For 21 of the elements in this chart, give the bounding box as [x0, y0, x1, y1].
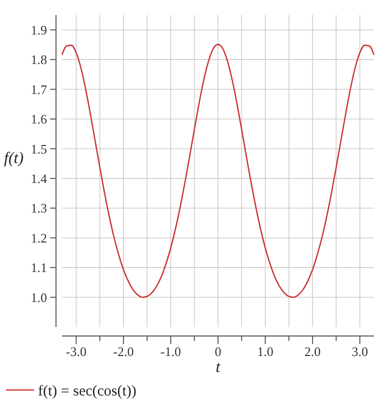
x-axis-title: t	[216, 359, 221, 376]
x-tick-label: -1.0	[160, 344, 182, 359]
y-tick-label: 1.2	[30, 230, 47, 246]
y-tick-label: 1.9	[30, 22, 47, 38]
x-tick-label: -2.0	[113, 344, 134, 359]
y-tick-label: 1.0	[30, 290, 47, 305]
x-tick-label: 1.0	[257, 344, 274, 359]
y-tick-label: 1.7	[30, 82, 48, 97]
y-tick-label: 1.4	[30, 170, 48, 186]
y-tick-label: 1.3	[30, 200, 47, 216]
y-tick-label: 1.5	[30, 141, 47, 156]
legend-label: f(t) = sec(cos(t))	[38, 383, 136, 400]
line-series	[61, 44, 375, 298]
x-tick-label: 2.0	[304, 344, 321, 359]
y-axis-title: f(t)	[4, 150, 24, 167]
y-tick-label: 1.8	[30, 52, 47, 68]
y-tick-label: 1.6	[30, 112, 48, 127]
x-tick-label: -3.0	[66, 344, 86, 359]
x-tick-label: 0	[214, 344, 222, 359]
y-tick-label: 1.1	[30, 260, 47, 276]
x-tick-label: 3.0	[352, 344, 368, 359]
